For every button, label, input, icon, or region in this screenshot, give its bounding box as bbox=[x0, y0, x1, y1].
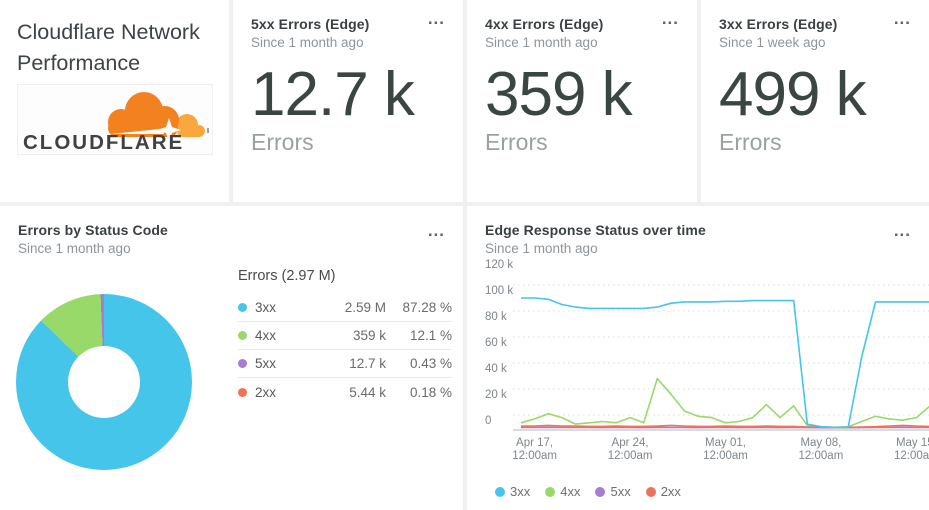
series-percent: 0.18 % bbox=[409, 384, 452, 400]
card-menu-button[interactable]: ... bbox=[661, 9, 679, 28]
series-percent: 12.1 % bbox=[409, 328, 452, 343]
stat-unit-label: Errors bbox=[719, 129, 782, 156]
card-menu-button[interactable]: ... bbox=[427, 9, 445, 28]
svg-text:40 k: 40 k bbox=[485, 363, 507, 375]
cloudflare-logo: CLOUDFLARE bbox=[17, 84, 213, 155]
stat-card-3xx: ... 3xx Errors (Edge) Since 1 week ago 4… bbox=[701, 0, 929, 202]
series-color-dot bbox=[645, 486, 656, 497]
series-value: 5.44 k bbox=[349, 384, 386, 400]
svg-text:May 01,: May 01, bbox=[705, 437, 746, 449]
series-value: 2.59 M bbox=[344, 300, 386, 315]
legend-label: 2xx bbox=[660, 484, 681, 499]
card-header: 5xx Errors (Edge) Since 1 month ago bbox=[233, 0, 463, 50]
card-title: Edge Response Status over time bbox=[485, 222, 706, 238]
card-subtitle: Since 1 month ago bbox=[485, 35, 598, 50]
svg-text:12:00am: 12:00am bbox=[703, 450, 748, 462]
table-row: 2xx 5.44 k 0.18 % bbox=[238, 378, 452, 406]
card-title: 5xx Errors (Edge) bbox=[251, 16, 370, 32]
chart-legend: 3xx 4xx 5xx 2xx bbox=[495, 484, 681, 499]
series-label: 5xx bbox=[255, 356, 277, 371]
series-color-dot bbox=[238, 387, 247, 397]
donut-legend-header: Errors (2.97 M) bbox=[238, 268, 336, 284]
svg-text:12:00am: 12:00am bbox=[894, 450, 929, 462]
svg-text:120 k: 120 k bbox=[485, 259, 513, 271]
card-title: 4xx Errors (Edge) bbox=[485, 16, 604, 32]
stat-unit-label: Errors bbox=[485, 129, 548, 156]
card-subtitle: Since 1 week ago bbox=[719, 35, 826, 50]
top-row: Cloudflare Network Performance CLOUDF bbox=[0, 0, 929, 202]
card-subtitle: Since 1 month ago bbox=[251, 35, 364, 50]
stat-value: 12.7 k bbox=[251, 60, 415, 129]
series-color-dot bbox=[545, 486, 556, 497]
card-title: 3xx Errors (Edge) bbox=[719, 16, 838, 32]
logo-star-icon bbox=[157, 118, 181, 142]
donut-chart bbox=[16, 294, 192, 470]
stat-card-4xx: ... 4xx Errors (Edge) Since 1 month ago … bbox=[467, 0, 697, 202]
legend-label: 5xx bbox=[610, 484, 631, 499]
legend-item-4xx[interactable]: 4xx bbox=[545, 484, 580, 499]
table-row: 4xx 359 k 12.1 % bbox=[238, 322, 452, 350]
errors-by-status-code-card: ... Errors by Status Code Since 1 month … bbox=[0, 206, 463, 510]
svg-text:12:00am: 12:00am bbox=[512, 450, 557, 462]
card-title: Errors by Status Code bbox=[18, 222, 168, 238]
card-menu-button[interactable]: ... bbox=[893, 9, 911, 28]
card-header: 4xx Errors (Edge) Since 1 month ago bbox=[467, 0, 697, 50]
logo-flare bbox=[111, 128, 164, 134]
svg-text:60 k: 60 k bbox=[485, 337, 507, 349]
series-label: 4xx bbox=[255, 328, 277, 343]
series-color-dot bbox=[238, 359, 247, 368]
series-label: 3xx bbox=[255, 300, 277, 315]
svg-text:Apr 17,: Apr 17, bbox=[516, 437, 553, 449]
svg-text:20 k: 20 k bbox=[485, 389, 507, 401]
svg-text:12:00am: 12:00am bbox=[799, 450, 844, 462]
stat-card-5xx: ... 5xx Errors (Edge) Since 1 month ago … bbox=[233, 0, 463, 202]
stat-unit-label: Errors bbox=[251, 129, 314, 156]
legend-label: 3xx bbox=[510, 484, 531, 499]
logo-wordmark: CLOUDFLARE bbox=[23, 131, 184, 154]
edge-response-status-card: ... Edge Response Status over time Since… bbox=[467, 206, 929, 510]
legend-label: 4xx bbox=[560, 484, 581, 499]
svg-text:100 k: 100 k bbox=[485, 285, 513, 297]
svg-text:80 k: 80 k bbox=[485, 311, 507, 323]
legend-item-5xx[interactable]: 5xx bbox=[595, 484, 631, 499]
card-header: Errors by Status Code Since 1 month ago bbox=[0, 206, 463, 256]
card-subtitle: Since 1 month ago bbox=[18, 241, 131, 256]
donut-legend-table: Errors (2.97 M) 3xx 2.59 M 87.28 % 4xx 3… bbox=[238, 268, 452, 406]
series-color-dot bbox=[238, 303, 247, 312]
legend-item-3xx[interactable]: 3xx bbox=[495, 484, 530, 499]
series-value: 359 k bbox=[352, 328, 386, 343]
page-title: Cloudflare Network Performance bbox=[17, 20, 200, 75]
series-color-dot bbox=[238, 331, 247, 340]
svg-text:12:00am: 12:00am bbox=[608, 450, 653, 462]
series-label: 2xx bbox=[255, 384, 277, 400]
card-subtitle: Since 1 month ago bbox=[485, 241, 598, 256]
cloudflare-logo-image: CLOUDFLARE bbox=[17, 84, 213, 155]
series-color-dot bbox=[595, 486, 606, 497]
svg-text:0: 0 bbox=[485, 415, 491, 427]
series-value: 12.7 k bbox=[349, 356, 386, 371]
stat-value: 499 k bbox=[719, 60, 867, 129]
table-row: 3xx 2.59 M 87.28 % bbox=[238, 294, 452, 322]
table-row: 5xx 12.7 k 0.43 % bbox=[238, 350, 452, 378]
logo-trademark-tick bbox=[207, 128, 209, 133]
series-percent: 87.28 % bbox=[402, 300, 452, 315]
series-color-dot bbox=[495, 486, 505, 497]
svg-text:May 15,: May 15, bbox=[896, 437, 929, 449]
legend-item-2xx[interactable]: 2xx bbox=[645, 484, 681, 499]
donut-chart-hole bbox=[68, 346, 140, 418]
card-header: 3xx Errors (Edge) Since 1 week ago bbox=[701, 0, 929, 50]
title-card: Cloudflare Network Performance CLOUDF bbox=[0, 0, 229, 202]
card-menu-button[interactable]: ... bbox=[893, 221, 911, 240]
cloud-icon bbox=[108, 92, 205, 142]
svg-text:May 08,: May 08, bbox=[800, 437, 841, 449]
bottom-row: ... Errors by Status Code Since 1 month … bbox=[0, 206, 929, 510]
card-header: Edge Response Status over time Since 1 m… bbox=[467, 206, 929, 256]
svg-text:Apr 24,: Apr 24, bbox=[612, 437, 649, 449]
card-menu-button[interactable]: ... bbox=[427, 221, 445, 240]
stat-value: 359 k bbox=[485, 60, 633, 129]
series-percent: 0.43 % bbox=[409, 356, 452, 371]
